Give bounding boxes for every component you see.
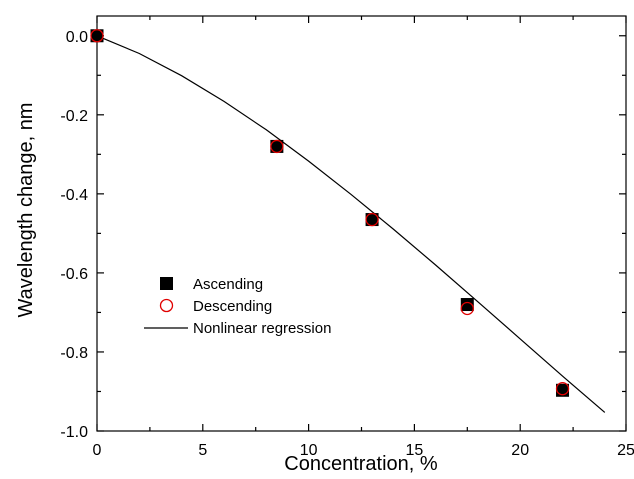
y-tick-label: -0.2 [60,108,88,125]
ascending-point [270,139,284,153]
y-tick-label: 0.0 [66,29,88,46]
tick-labels: 0 5 10 15 20 25 0.0 -0.2 -0.4 -0.6 -0.8 -1.0 [60,29,634,459]
legend-label-regression: Nonlinear regression [193,320,331,337]
ascending-point [90,29,104,43]
y-tick-label: -1.0 [60,424,88,441]
x-tick-label: 20 [511,442,529,459]
plot-area [96,15,627,432]
legend: Ascending Descending Nonlinear regressio… [144,276,331,337]
descending-point [365,212,379,227]
plot-border [96,15,627,432]
y-tick-label: -0.6 [60,266,88,283]
y-tick-label: -0.8 [60,345,88,362]
x-tick-label: 0 [93,442,102,459]
ascending-point [365,213,379,227]
legend-marker-ascending [160,277,173,290]
ascending-point [460,298,474,312]
legend-marker-descending [159,298,174,313]
descending-point [270,139,284,154]
x-tick-label: 5 [198,442,207,459]
descending-point [555,382,570,396]
descending-point [90,29,104,43]
y-axis-title: Wavelength change, nm [15,103,37,318]
x-tick-label: 25 [617,442,634,459]
legend-label-descending: Descending [193,298,272,315]
descending-point [460,301,474,316]
x-tick-label: 10 [300,442,318,459]
y-tick-label: -0.4 [60,187,88,204]
regression-line [97,35,606,413]
x-axis-title: Concentration, % [284,453,438,475]
legend-label-ascending: Ascending [193,276,263,293]
series-layer [90,29,606,413]
axis-ticks [96,16,627,432]
x-tick-label: 15 [406,442,424,459]
